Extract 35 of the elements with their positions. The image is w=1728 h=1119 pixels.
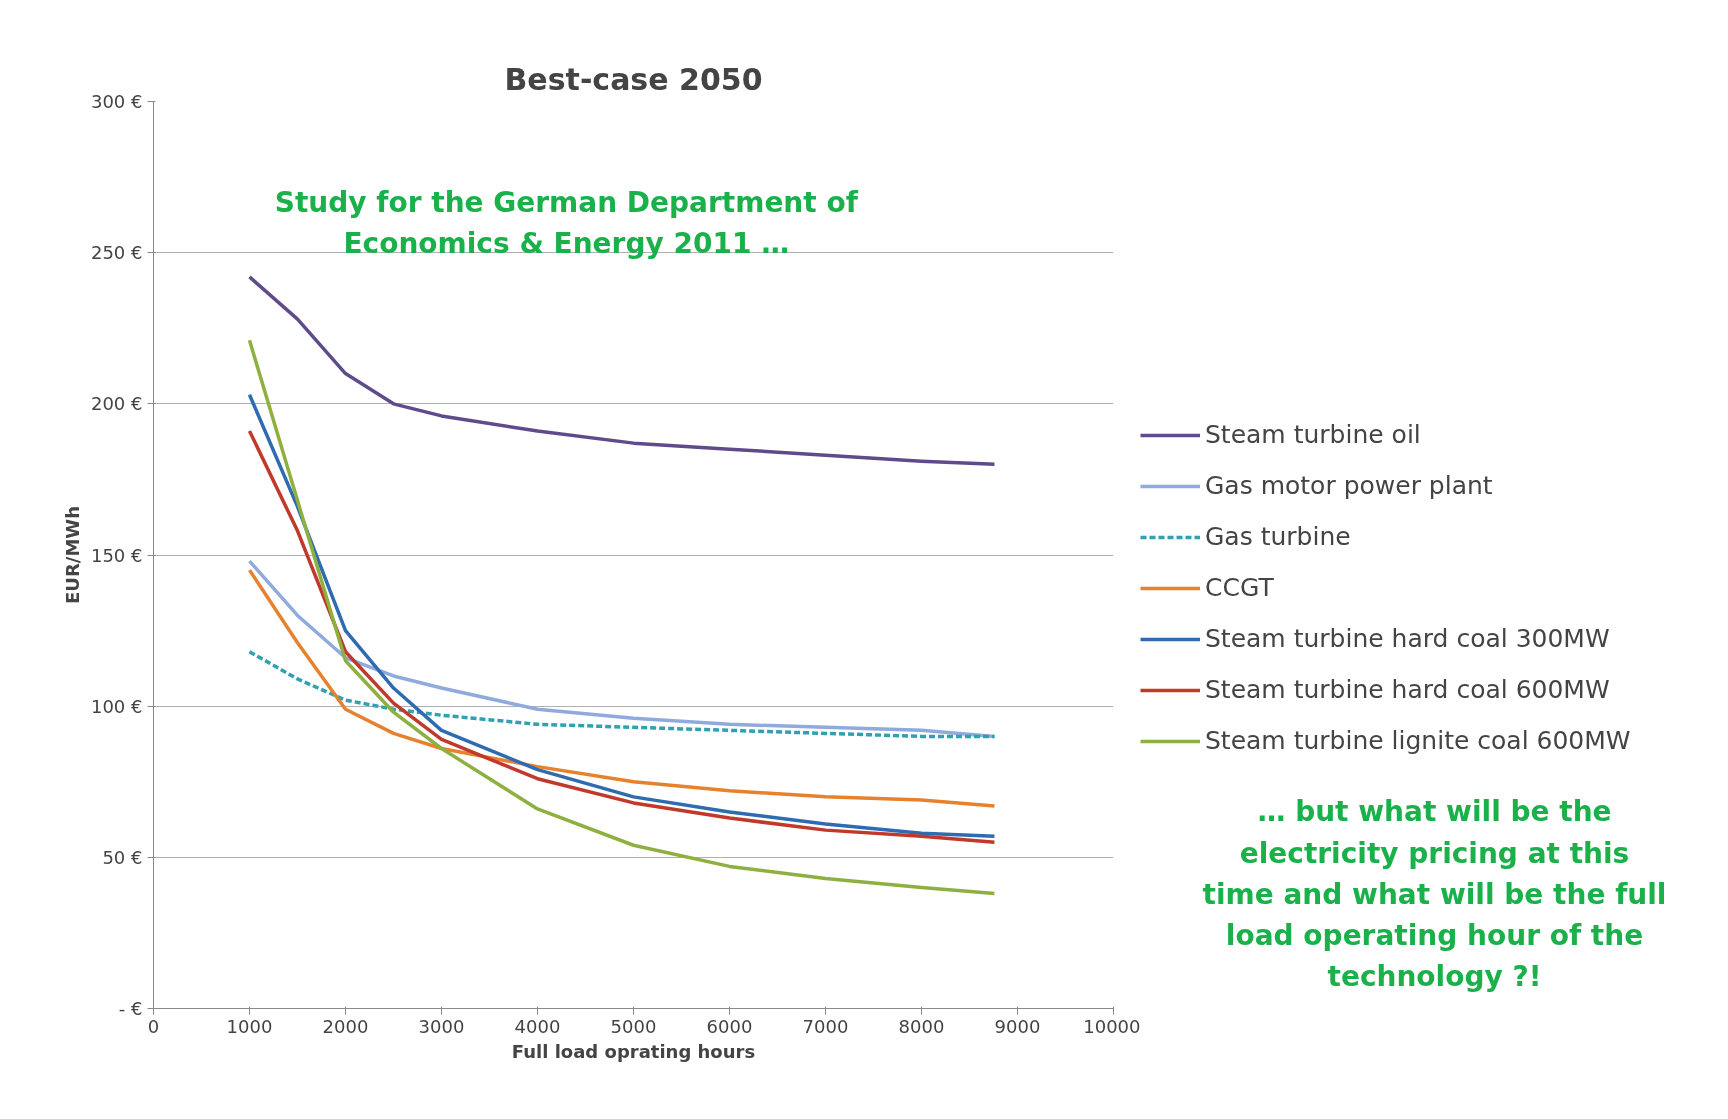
- line-series: [247, 275, 997, 467]
- y-axis-title: EUR/MWh: [61, 506, 83, 604]
- x-tick-label: 4000: [514, 1015, 561, 1037]
- x-tick-label: 3000: [418, 1015, 465, 1037]
- x-tick-label: 9000: [994, 1015, 1041, 1037]
- line-series: [247, 650, 997, 739]
- line-series: [247, 568, 997, 808]
- x-tick-label: 6000: [706, 1015, 753, 1037]
- text: … but what will be the electricity pricing at this time and what will be the full load operating hour of the technology ?!: [1202, 795, 1667, 994]
- legend-label: Gas turbine: [1205, 522, 1351, 551]
- x-tick-label: 7000: [802, 1015, 849, 1037]
- x-tick-label: 0: [147, 1015, 160, 1037]
- x-axis-title: Full load oprating hours: [511, 1040, 756, 1062]
- line-series: [247, 559, 997, 739]
- y-tick-label: 100 €: [90, 695, 143, 717]
- x-tick-label: 8000: [898, 1015, 945, 1037]
- y-tick-label: 150 €: [90, 544, 143, 566]
- line-series: [247, 338, 997, 896]
- y-tick-label: 50 €: [102, 846, 143, 868]
- legend-label: CCGT: [1205, 573, 1274, 602]
- legend-label: Steam turbine lignite coal 600MW: [1205, 726, 1631, 755]
- legend-label: Steam turbine hard coal 300MW: [1205, 624, 1610, 653]
- y-tick-label: 250 €: [90, 242, 143, 264]
- chart-title: Best-case 2050: [504, 61, 763, 97]
- y-tick-label: 300 €: [90, 91, 143, 112]
- annotation: Study for the German Department of Economics & Energy 2011 …: [274, 186, 859, 261]
- x-tick-label: 2000: [322, 1015, 369, 1037]
- legend-label: Steam turbine oil: [1205, 420, 1421, 449]
- x-tick-label: 10000: [1083, 1015, 1141, 1037]
- y-tick-label: 200 €: [90, 393, 143, 415]
- x-tick-label: 1000: [226, 1015, 273, 1037]
- y-tick-label: - €: [118, 998, 143, 1019]
- legend-label: Gas motor power plant: [1205, 471, 1493, 500]
- x-tick-label: 5000: [610, 1015, 657, 1037]
- legend-label: Steam turbine hard coal 600MW: [1205, 675, 1610, 704]
